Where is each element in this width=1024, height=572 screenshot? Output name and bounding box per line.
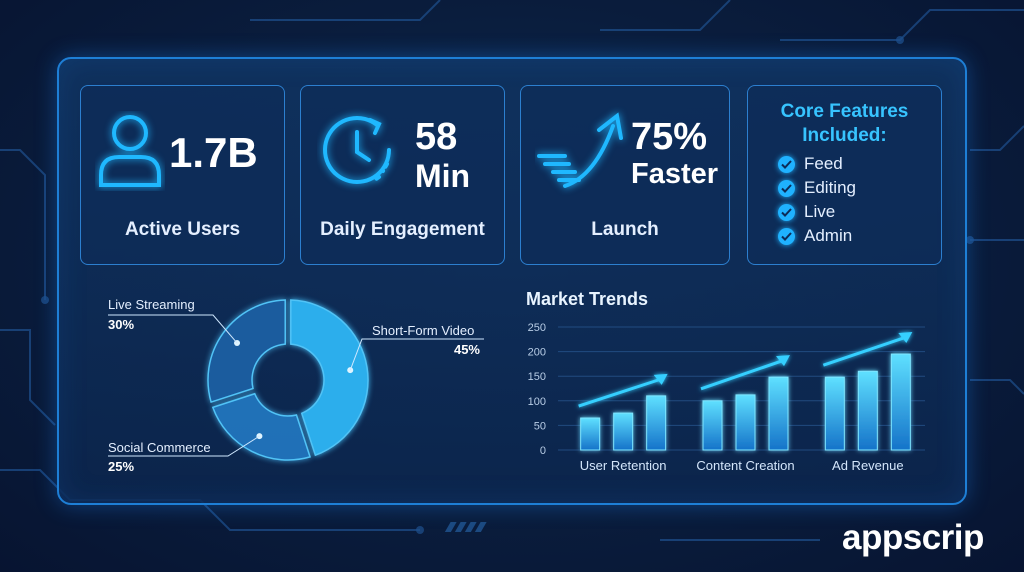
donut-value-label: 30% <box>108 317 134 332</box>
core-features-card: Core Features Included: Feed Editing Liv… <box>747 85 942 265</box>
trend-arrow-head <box>653 373 668 385</box>
appscrip-logo: appscrip <box>842 518 984 557</box>
launch-value-percent: 75% <box>631 116 708 158</box>
x-category-label: User Retention <box>580 458 667 473</box>
trend-arrow-head <box>776 355 790 367</box>
y-tick-label: 250 <box>528 322 546 334</box>
launch-card: 75% Faster Launch <box>520 85 730 265</box>
feature-item-label: Editing <box>804 178 856 197</box>
bar <box>890 353 911 451</box>
bar <box>580 417 601 451</box>
active-users-card: 1.7B Active Users <box>80 85 285 265</box>
engagement-value-unit: Min <box>415 158 471 194</box>
active-users-label: Active Users <box>124 219 241 240</box>
donut-label-dot <box>256 433 263 440</box>
feature-item-label: Admin <box>804 226 853 245</box>
trend-arrow-line <box>822 335 907 367</box>
donut-slice <box>290 299 369 457</box>
y-tick-label: 100 <box>528 396 546 408</box>
donut-leader-line <box>108 314 238 344</box>
trend-arrow-line <box>700 358 785 391</box>
market-trends-bar-chart: Market Trends 0 50 100 150 200 250 User Retenti… <box>526 289 925 473</box>
launch-label: Launch <box>591 219 659 240</box>
donut-slice <box>211 392 311 461</box>
bar <box>857 370 878 451</box>
check-circle-icon <box>778 228 795 245</box>
bar <box>702 400 723 451</box>
core-features-title-line2: Included: <box>802 125 887 146</box>
launch-value-label: Faster <box>631 158 719 190</box>
core-features-title: Core Features Included: <box>748 100 941 148</box>
trend-arrow-line <box>578 377 663 408</box>
bar <box>646 395 667 451</box>
engagement-value-number: 58 <box>415 116 458 158</box>
bar <box>768 376 789 451</box>
y-tick-label: 0 <box>540 445 546 457</box>
y-tick-label: 150 <box>528 371 546 383</box>
donut-leader-line <box>108 435 260 457</box>
feature-item-label: Live <box>804 202 836 221</box>
feature-item-label: Feed <box>804 154 843 173</box>
bar <box>735 394 756 451</box>
market-share-donut-chart: Short-Form Video 45% Social Commerce 25% Liv… <box>108 297 484 474</box>
y-tick-label: 200 <box>528 347 546 359</box>
bar <box>824 376 845 451</box>
x-category-label: Content Creation <box>696 458 794 473</box>
trend-arrow-head <box>898 332 913 344</box>
donut-slice <box>207 299 286 403</box>
donut-category-label: Social Commerce <box>108 440 211 455</box>
core-features-title-line1: Core Features <box>780 101 909 122</box>
bar-chart-title: Market Trends <box>526 289 648 309</box>
donut-value-label: 45% <box>454 342 480 357</box>
daily-engagement-label: Daily Engagement <box>320 219 485 240</box>
check-circle-icon <box>778 180 795 197</box>
donut-value-label: 25% <box>108 459 134 474</box>
bar <box>613 412 634 451</box>
donut-category-label: Live Streaming <box>108 297 195 312</box>
donut-leader-line <box>349 338 484 371</box>
donut-category-label: Short-Form Video <box>372 323 474 338</box>
y-tick-label: 50 <box>534 420 546 432</box>
daily-engagement-card: 58 Min Daily Engagement <box>300 85 505 265</box>
x-category-label: Ad Revenue <box>832 458 904 473</box>
check-circle-icon <box>778 204 795 221</box>
active-users-value: 1.7B <box>169 129 258 176</box>
check-circle-icon <box>778 156 795 173</box>
